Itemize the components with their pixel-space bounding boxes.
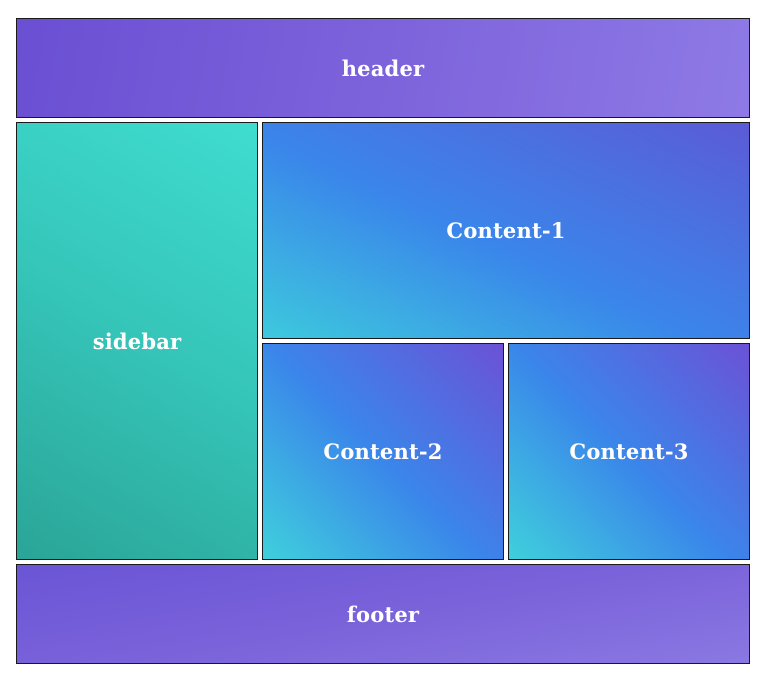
grid-layout: header sidebar Content-1 Content-2 Conte…	[16, 18, 750, 664]
footer-label: footer	[346, 601, 420, 627]
content-3-box: Content-3	[508, 343, 750, 560]
header-box: header	[16, 18, 750, 118]
content-1-label: Content-1	[446, 218, 566, 243]
content-2-box: Content-2	[262, 343, 504, 560]
sidebar-box: sidebar	[16, 122, 258, 560]
footer-box: footer	[16, 564, 750, 664]
content-1-box: Content-1	[262, 122, 750, 339]
content-3-label: Content-3	[569, 439, 689, 464]
sidebar-label: sidebar	[92, 328, 182, 354]
content-2-label: Content-2	[323, 439, 443, 464]
header-label: header	[341, 55, 425, 81]
